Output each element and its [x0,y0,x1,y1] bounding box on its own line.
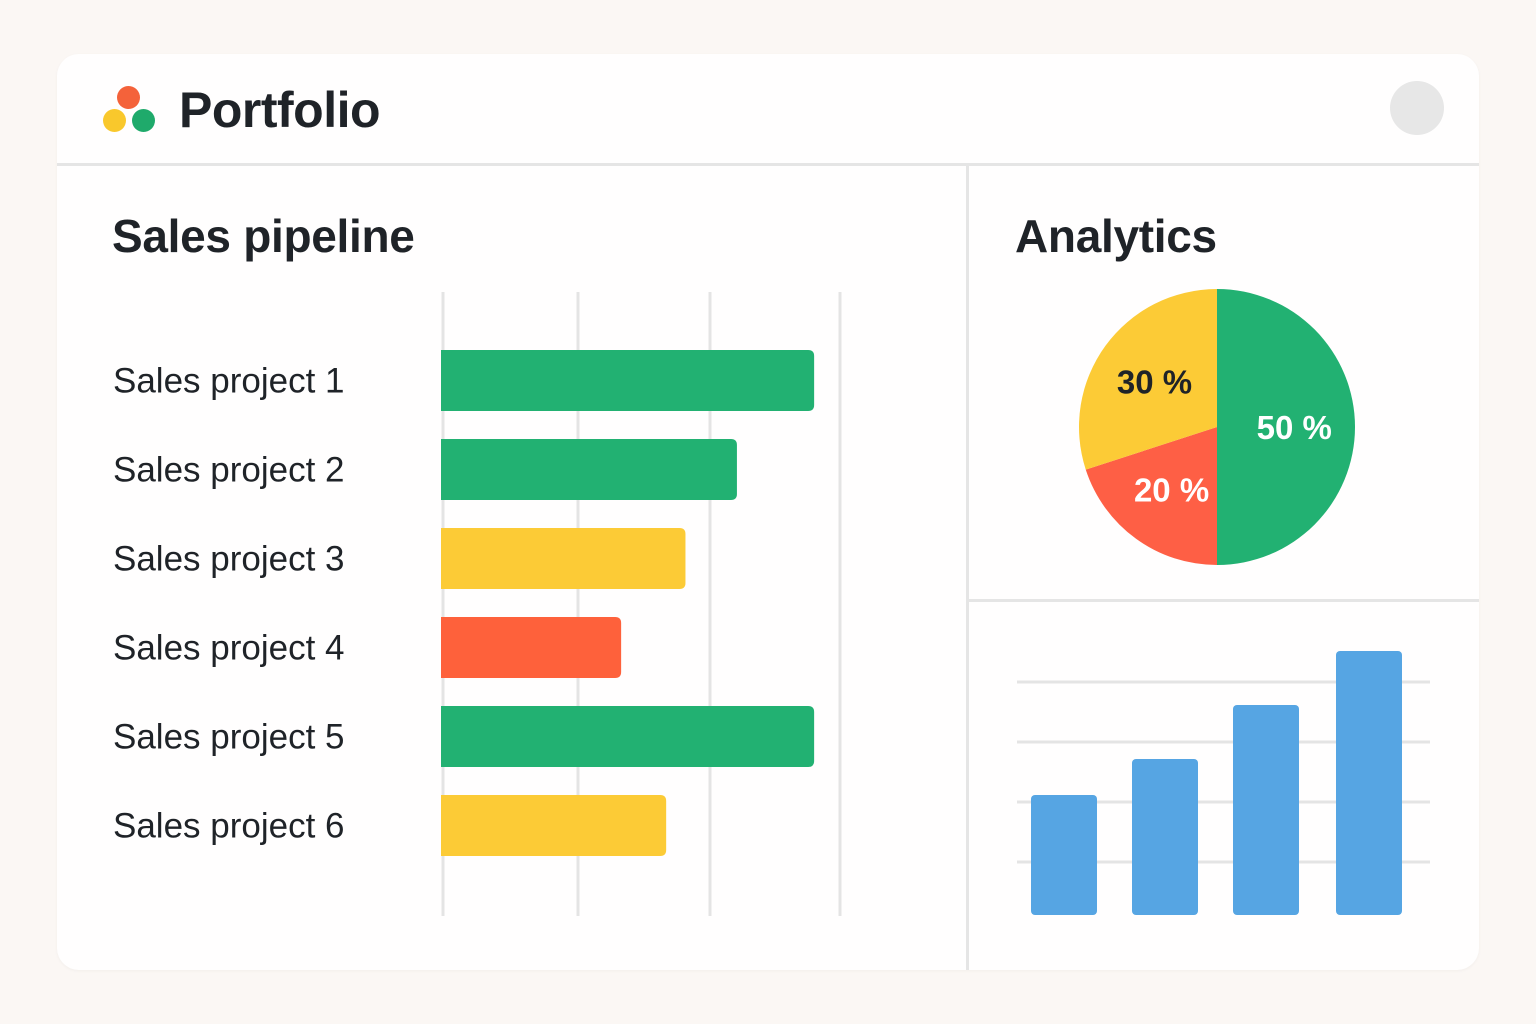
logo-dot [132,109,155,132]
pipeline-bar [441,528,686,589]
pipeline-bar [441,350,815,411]
analytics-divider [969,599,1479,602]
analytics-pie-chart: 50 % 20 % 30 % [1079,289,1355,565]
project-label: Sales project 5 [113,718,345,757]
dashboard-card: Portfolio Sales pipeline Analytics Sales… [57,54,1479,970]
analytics-bar [1132,759,1198,915]
portfolio-logo-icon [103,86,157,134]
analytics-title: Analytics [1015,210,1217,262]
pipeline-row[interactable]: Sales project 1 [113,350,815,411]
pipeline-bar [441,795,667,856]
analytics-bar [1336,651,1402,915]
analytics-bar [1031,795,1097,915]
analytics-bar [1233,705,1299,915]
app-header: Portfolio [57,54,1479,165]
pipeline-row[interactable]: Sales project 5 [113,706,815,767]
pie-slice-label: 50 % [1257,409,1332,446]
pipeline-bar [441,706,815,767]
sales-pipeline-chart: Sales project 1 Sales project 2 Sales proj… [113,292,842,916]
pipeline-row[interactable]: Sales project 3 [113,528,686,589]
pipeline-bar [441,439,737,500]
project-label: Sales project 4 [113,629,345,668]
panel-divider [966,166,969,970]
pie-slice-label: 20 % [1134,472,1209,509]
pie-slice-label: 30 % [1117,364,1192,401]
pipeline-bar [441,617,622,678]
analytics-bar-chart [1017,651,1430,915]
app-title: Portfolio [179,82,381,138]
project-label: Sales project 3 [113,540,345,579]
pipeline-row[interactable]: Sales project 4 [113,617,622,678]
header-divider [57,163,1479,166]
logo-dot [103,109,126,132]
pie-slice [1085,427,1217,565]
project-label: Sales project 6 [113,807,345,846]
project-label: Sales project 1 [113,362,345,401]
logo-dot [117,86,140,109]
project-label: Sales project 2 [113,451,345,490]
sales-pipeline-title: Sales pipeline [112,210,415,262]
pie-slice [1079,289,1217,470]
user-avatar[interactable] [1390,81,1444,135]
pipeline-row[interactable]: Sales project 2 [113,439,737,500]
pipeline-row[interactable]: Sales project 6 [113,795,667,856]
pie-slice [1217,289,1355,565]
